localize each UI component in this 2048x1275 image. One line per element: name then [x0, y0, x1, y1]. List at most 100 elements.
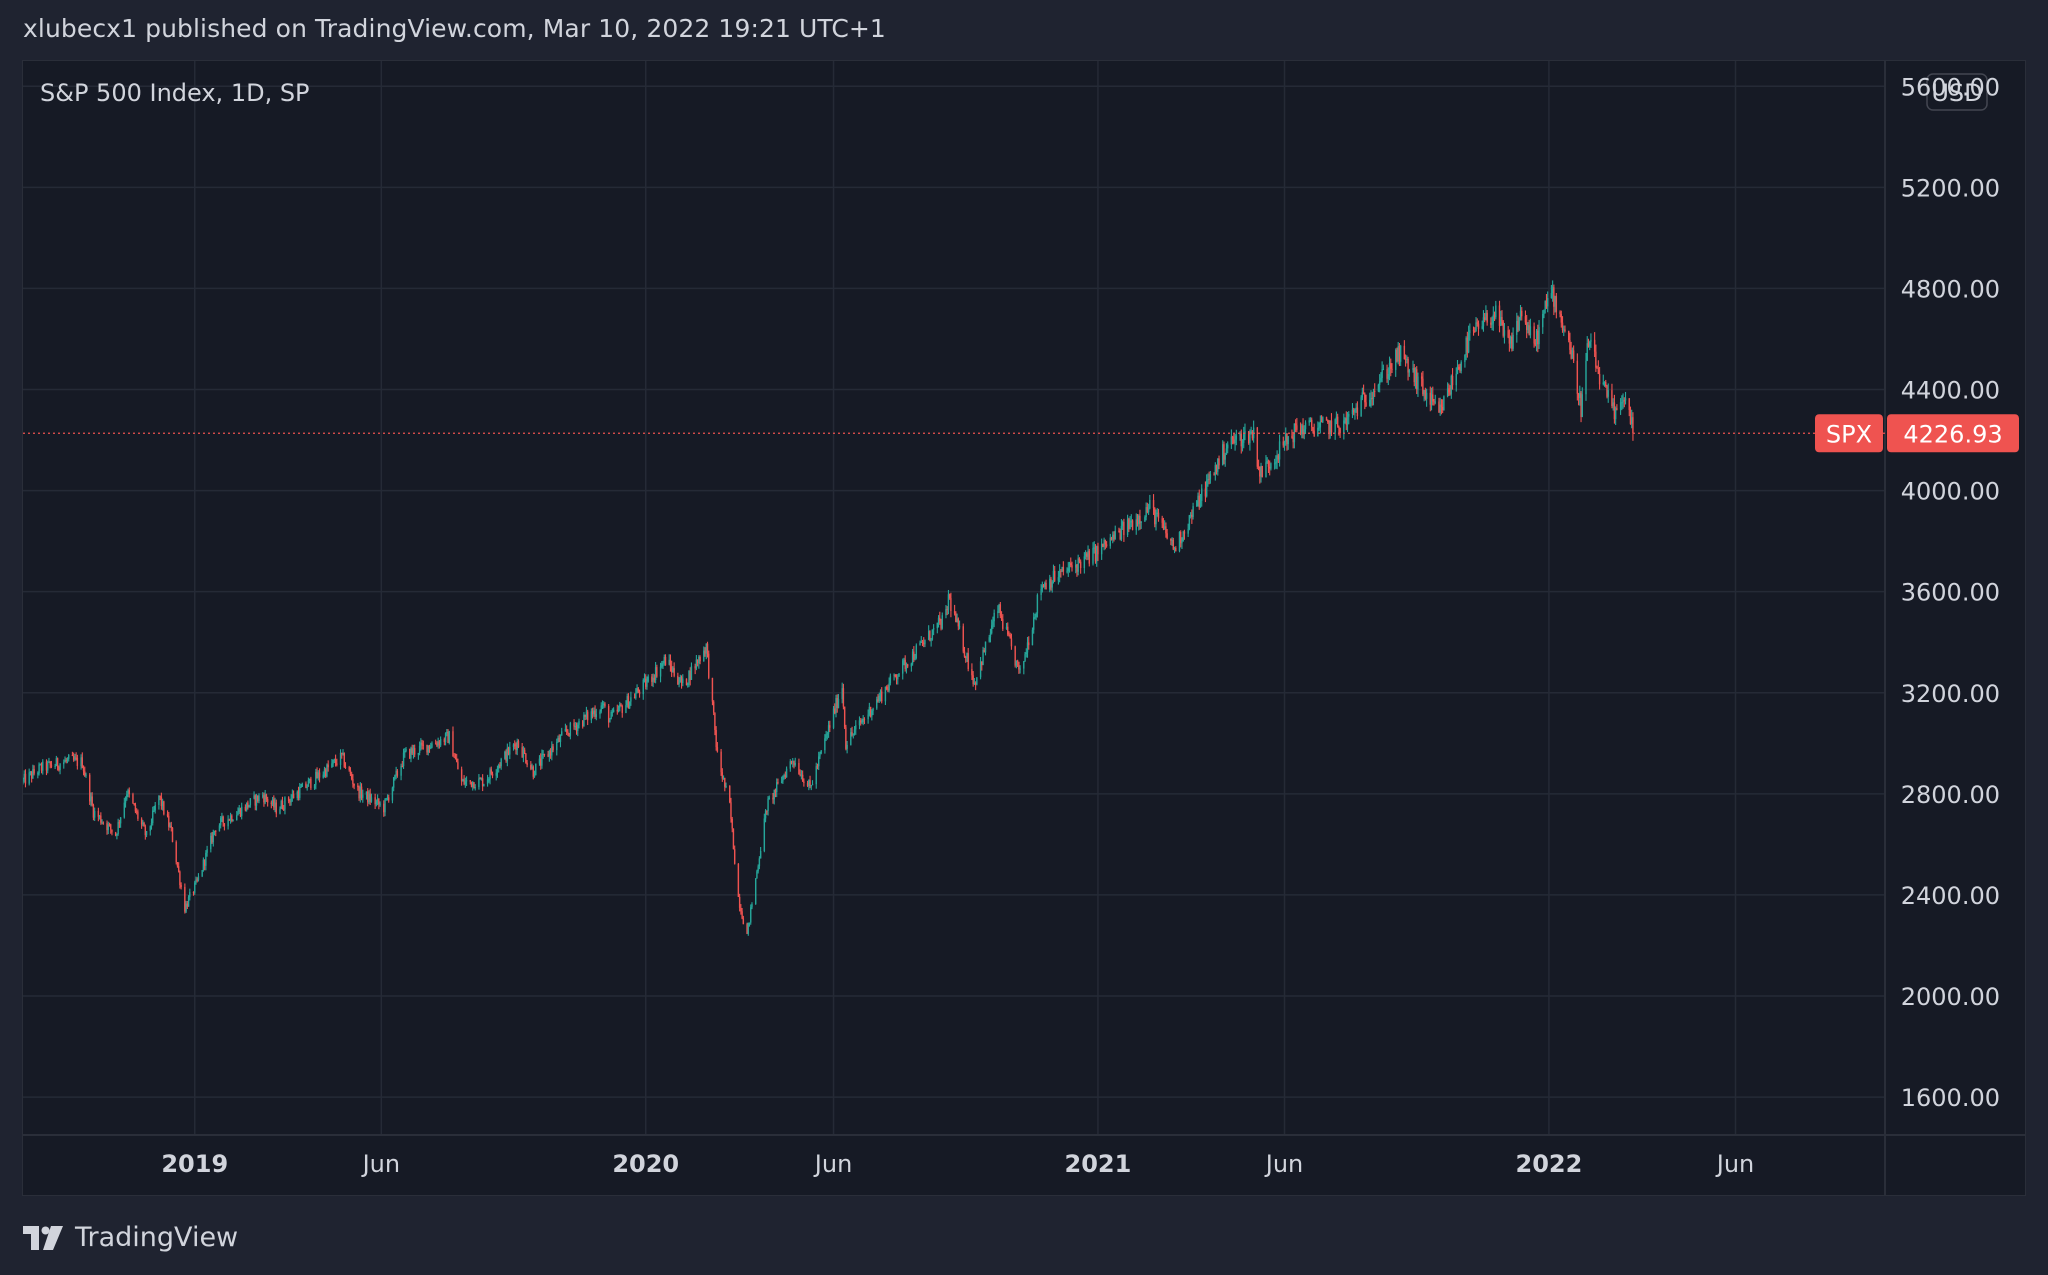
- candle-body: [1550, 293, 1553, 299]
- candle-body: [1208, 478, 1210, 480]
- candle-body: [495, 772, 497, 776]
- candle-body: [1283, 441, 1286, 446]
- candle-body: [480, 778, 483, 780]
- candle-body: [1336, 416, 1339, 427]
- candle-body: [180, 885, 182, 887]
- candle-body: [166, 814, 169, 817]
- candle-body: [877, 699, 879, 702]
- candle-body: [202, 859, 205, 871]
- candle-body: [1390, 363, 1392, 369]
- candle-body: [369, 793, 371, 802]
- candle-body: [270, 802, 273, 805]
- candle-body: [443, 739, 446, 743]
- candle-body: [159, 795, 161, 797]
- candle-body: [564, 728, 567, 732]
- candle-body: [1110, 537, 1113, 540]
- candle-body: [1328, 422, 1330, 435]
- currency-label[interactable]: USD: [1931, 79, 1982, 107]
- candle-body: [367, 791, 369, 803]
- candle-body: [603, 703, 605, 706]
- candle-body: [222, 816, 224, 824]
- candle-body: [1417, 376, 1419, 390]
- candle-body: [720, 751, 722, 773]
- candle-body: [144, 826, 147, 836]
- candle-body: [1049, 578, 1051, 590]
- candle-body: [687, 683, 689, 686]
- candle-body: [611, 711, 614, 713]
- candle-body: [1002, 619, 1004, 629]
- candle-body: [1045, 582, 1047, 590]
- candle-body: [1015, 660, 1018, 666]
- candle-body: [853, 729, 856, 734]
- candle-body: [469, 780, 471, 782]
- candle-body: [1567, 330, 1570, 341]
- candle-body: [1538, 327, 1540, 345]
- candle-body: [1178, 532, 1181, 551]
- candle-body: [532, 766, 534, 777]
- candle-body: [1372, 390, 1375, 399]
- candle-body: [798, 763, 800, 775]
- candle-body: [1344, 418, 1346, 421]
- candle-body: [1381, 369, 1383, 379]
- candle-body: [635, 693, 637, 699]
- candle-body: [711, 677, 714, 702]
- candle-body: [1266, 461, 1268, 463]
- candle-body: [331, 763, 333, 768]
- candle-body: [32, 769, 34, 779]
- candle-body: [1628, 398, 1630, 410]
- candle-body: [218, 825, 221, 832]
- candle-body: [669, 659, 672, 667]
- candle-body: [291, 794, 294, 798]
- candle-body: [656, 667, 658, 677]
- candle-body: [1182, 531, 1184, 541]
- candle-body: [561, 731, 563, 736]
- candle-body: [932, 628, 935, 630]
- candle-body: [452, 731, 454, 757]
- candle-body: [1517, 320, 1519, 331]
- candle-body: [1105, 544, 1108, 547]
- candle-body: [876, 699, 878, 709]
- candle-body: [927, 631, 930, 640]
- candle-body: [1155, 513, 1157, 525]
- candle-body: [227, 819, 229, 827]
- candle-body: [1561, 322, 1564, 331]
- price-chart[interactable]: S&P 500 Index, 1D, SP USD 1600.00 2000.00 24…: [23, 61, 2025, 1195]
- candle-body: [654, 667, 657, 681]
- candle-body: [470, 781, 473, 787]
- candle-body: [837, 699, 840, 708]
- candle-body: [486, 779, 489, 785]
- y-tick-label: 3200.00: [1901, 680, 2000, 708]
- candle-body: [1590, 339, 1592, 342]
- x-tick-label: Jun: [1264, 1150, 1304, 1178]
- publisher-line: xlubecx1 published on TradingView.com, M…: [23, 14, 886, 43]
- chart-panel[interactable]: S&P 500 Index, 1D, SP USD 1600.00 2000.00 24…: [22, 60, 2026, 1196]
- candle-body: [437, 741, 439, 746]
- y-tick-label: 4800.00: [1901, 275, 2000, 303]
- candle-body: [514, 744, 516, 746]
- candle-body: [888, 683, 890, 691]
- candle-body: [1319, 421, 1322, 428]
- candle-body: [315, 771, 317, 785]
- candle-body: [344, 766, 347, 768]
- candle-body: [871, 710, 873, 717]
- candle-body: [1138, 515, 1140, 525]
- x-tick-label: 2020: [612, 1150, 679, 1178]
- candle-body: [111, 829, 113, 833]
- candle-body: [240, 806, 243, 817]
- candle-body: [750, 907, 752, 923]
- candle-body: [412, 748, 415, 754]
- candle-body: [538, 758, 541, 764]
- candle-body: [1140, 521, 1142, 523]
- y-tick-label: 5200.00: [1901, 174, 2000, 202]
- candle-body: [803, 781, 805, 784]
- candle-body: [872, 708, 874, 711]
- candle-body: [670, 666, 673, 673]
- candle-body: [1398, 346, 1401, 362]
- candle-body: [1183, 531, 1186, 534]
- candle-body: [1555, 296, 1558, 312]
- candle-body: [1024, 654, 1026, 662]
- candle-body: [360, 786, 363, 798]
- candle-body: [1320, 421, 1323, 423]
- candle-body: [1019, 668, 1021, 670]
- candle-body: [127, 790, 129, 795]
